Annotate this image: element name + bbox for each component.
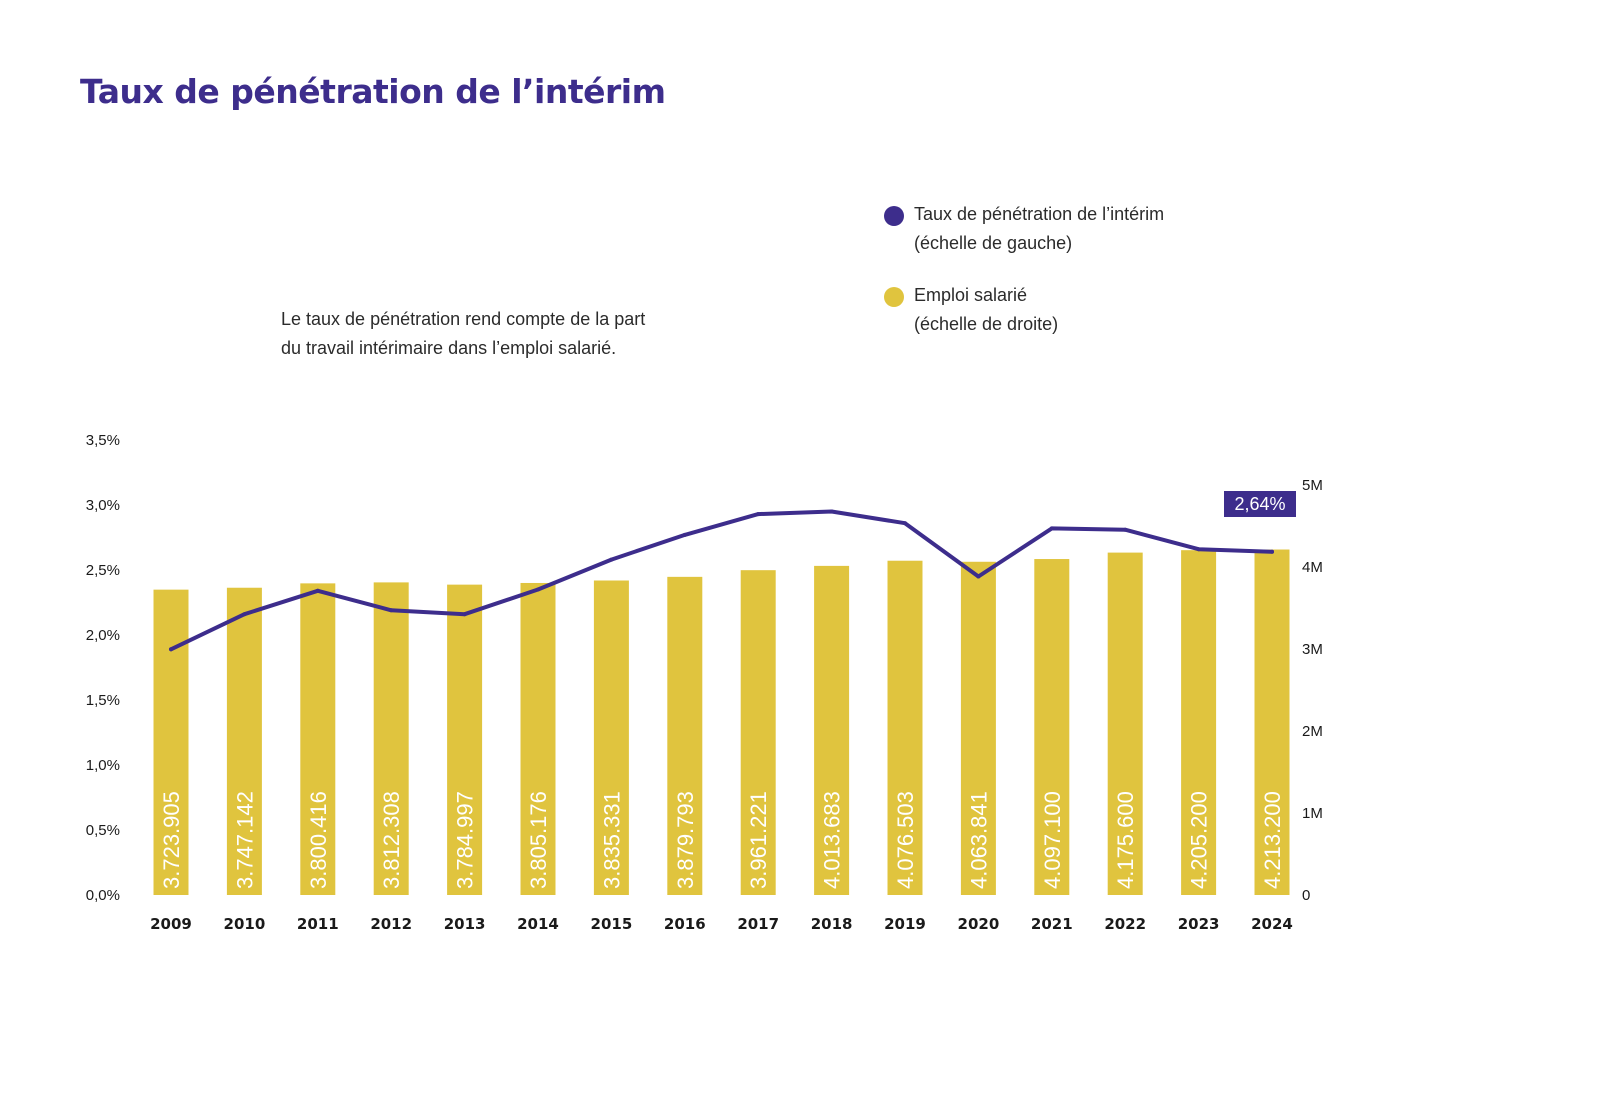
x-axis-tick: 2010 [224,915,266,933]
x-axis-tick: 2011 [297,915,339,933]
x-axis-tick: 2024 [1251,915,1293,933]
bar-value-label: 4.213.200 [1260,791,1285,889]
bar-value-label: 4.013.683 [820,791,845,889]
bar [520,582,556,895]
callout-label: 2,64% [1234,494,1285,514]
left-axis-tick: 3,0% [86,497,120,514]
line-point [1196,547,1201,552]
bar [373,582,409,895]
bar [153,589,189,895]
x-axis-tick: 2015 [591,915,633,933]
right-axis-tick: 3M [1302,641,1323,658]
bar [300,583,336,895]
x-axis-tick: 2013 [444,915,486,933]
chart-title: Taux de pénétration de l’intérim [80,72,666,111]
line-point [1270,549,1274,554]
bar [1181,550,1217,895]
left-axis-tick: 2,5% [86,562,120,579]
x-axis-tick: 2023 [1178,915,1220,933]
bar [1034,559,1070,895]
x-axis-tick: 2021 [1031,915,1073,933]
x-axis-tick: 2018 [811,915,853,933]
left-axis-tick: 0,0% [86,887,120,904]
line-point [315,588,320,593]
x-axis-tick: 2019 [884,915,926,933]
bar [1107,552,1143,895]
left-axis-tick: 1,0% [86,757,120,774]
bar-value-label: 3.805.176 [526,791,551,889]
bar [1254,549,1290,895]
bar [226,587,262,895]
line-point [682,532,687,537]
right-axis-tick: 1M [1302,805,1323,822]
bar [887,560,923,895]
bar [667,576,703,895]
line-point [756,512,761,517]
right-axis-tick: 0 [1302,887,1310,904]
bar-value-label: 3.723.905 [159,791,184,889]
bar-value-label: 4.076.503 [893,791,918,889]
x-axis-tick: 2014 [517,915,559,933]
line-point [609,557,614,562]
note-line-2: du travail intérimaire dans l’emploi sal… [281,338,617,358]
chart-legend: Taux de pénétration de l’intérim (échell… [884,200,1164,362]
bar-value-label: 4.205.200 [1187,791,1212,889]
legend-sublabel-emploi: (échelle de droite) [914,314,1059,334]
x-axis-tick: 2012 [370,915,412,933]
bar-value-label: 4.063.841 [966,791,991,889]
bar-value-label: 4.175.600 [1113,791,1138,889]
chart-note: Le taux de pénétration rend compte de la… [281,305,751,363]
legend-item-taux: Taux de pénétration de l’intérim (échell… [884,200,1164,258]
bar [814,565,850,895]
x-axis-tick: 2009 [150,915,192,933]
legend-item-emploi: Emploi salarié (échelle de droite) [884,281,1164,339]
bar-value-label: 3.879.793 [673,791,698,889]
line-point [169,647,173,652]
line-point [1049,526,1054,531]
line-point [242,612,247,617]
left-axis-tick: 1,5% [86,692,120,709]
line-point [829,509,834,514]
bar-value-label: 3.747.142 [232,791,257,889]
right-axis-tick: 2M [1302,723,1323,740]
right-axis-tick: 4M [1302,559,1323,576]
bar [593,580,629,895]
line-point [389,608,394,613]
bar [740,570,776,895]
callout-box [1224,491,1296,517]
bar-value-label: 3.800.416 [306,791,331,889]
bar-value-label: 3.784.997 [453,791,478,889]
line-point [1123,527,1128,532]
legend-label-emploi: Emploi salarié [914,285,1028,305]
bar [447,584,483,895]
legend-label-taux: Taux de pénétration de l’intérim [914,204,1165,224]
bar-value-label: 3.961.221 [746,791,771,889]
left-axis-tick: 0,5% [86,822,120,839]
bar [960,561,996,895]
line-series [169,509,1274,652]
line-point [903,521,907,526]
left-axis-tick: 3,5% [86,432,120,449]
x-axis-tick: 2022 [1104,915,1146,933]
circle-icon [884,206,904,226]
note-line-1: Le taux de pénétration rend compte de la… [281,309,646,329]
line-point [976,574,981,579]
x-axis-tick: 2016 [664,915,706,933]
line-point [462,612,467,617]
x-axis-tick: 2017 [737,915,779,933]
legend-sublabel-taux: (échelle de gauche) [914,233,1073,253]
line-point [536,587,540,592]
bar-value-label: 3.812.308 [379,791,404,889]
bar-value-label: 3.835.331 [599,791,624,889]
x-axis-tick: 2020 [958,915,1000,933]
circle-icon [884,287,904,307]
bar-value-label: 4.097.100 [1040,791,1065,889]
right-axis-tick: 5M [1302,477,1323,494]
left-axis-tick: 2,0% [86,627,120,644]
